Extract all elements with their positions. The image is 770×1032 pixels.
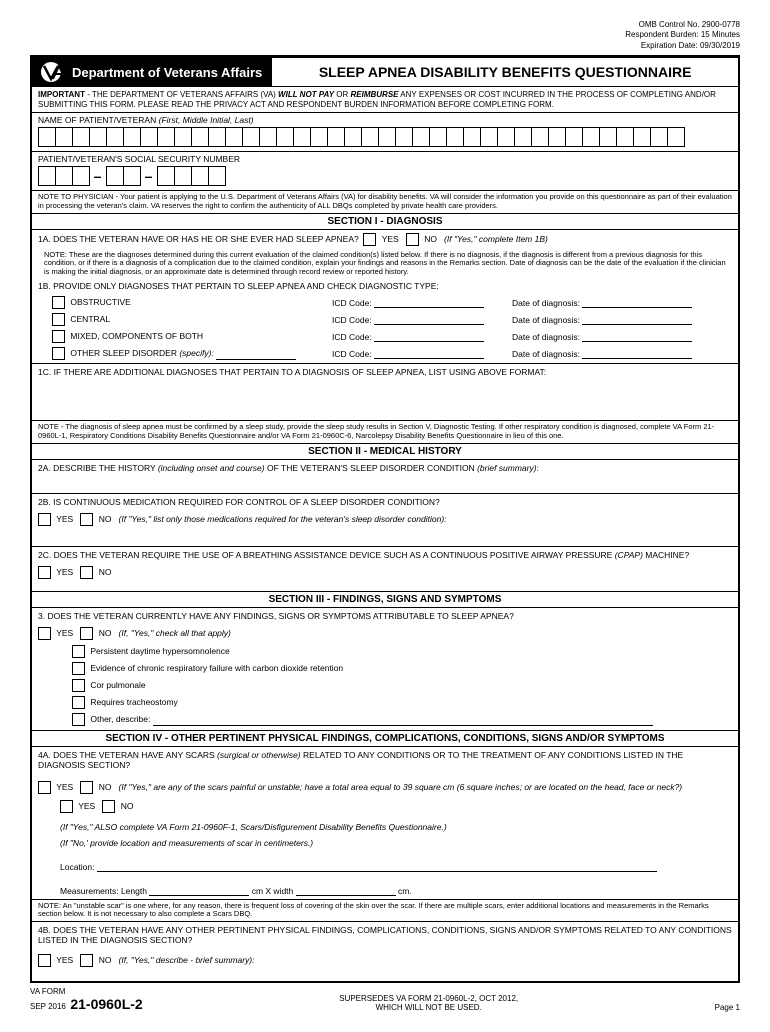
q4b-no-checkbox[interactable]	[80, 954, 93, 967]
width-input[interactable]	[296, 885, 396, 896]
diag-mixed: MIXED, COMPONENTS OF BOTH ICD Code: Date…	[32, 328, 738, 345]
date-input[interactable]	[582, 297, 692, 308]
omb-burden: Respondent Burden: 15 Minutes	[30, 30, 740, 40]
mixed-checkbox[interactable]	[52, 330, 65, 343]
ssn-char-box[interactable]	[38, 166, 56, 186]
q4a-if-no: (If "No,' provide location and measureme…	[32, 835, 738, 851]
measurements-row: Measurements: Length cm X width cm.	[32, 875, 738, 900]
section1-note2: NOTE - The diagnosis of sleep apnea must…	[32, 421, 738, 443]
header-row: Department of Veterans Affairs SLEEP APN…	[32, 57, 738, 87]
q3-no-checkbox[interactable]	[80, 627, 93, 640]
obstructive-checkbox[interactable]	[52, 296, 65, 309]
q1c-space[interactable]	[32, 380, 738, 421]
important-label: IMPORTANT	[38, 90, 85, 99]
name-label: NAME OF PATIENT/VETERAN (First, Middle I…	[32, 113, 738, 125]
q2b-label: 2B. IS CONTINUOUS MEDICATION REQUIRED FO…	[32, 494, 738, 510]
va-logo: Department of Veterans Affairs	[32, 57, 270, 87]
icd-input[interactable]	[374, 297, 484, 308]
dept-name: Department of Veterans Affairs	[72, 65, 262, 80]
q3-yn: YES NO (If, "Yes," check all that apply)	[32, 624, 738, 643]
symptom-3: Cor pulmonale	[32, 677, 738, 694]
q4a-label: 4A. DOES THE VETERAN HAVE ANY SCARS (sur…	[32, 747, 738, 773]
q2a-row: 2A. DESCRIBE THE HISTORY (including onse…	[32, 460, 738, 494]
footer-center: SUPERSEDES VA FORM 21-0960L-2, OCT 2012,…	[143, 994, 715, 1012]
s4-checkbox[interactable]	[72, 696, 85, 709]
ssn-dash: –	[92, 168, 104, 184]
q2b-yn: YES NO (If "Yes," list only those medica…	[32, 510, 738, 547]
central-checkbox[interactable]	[52, 313, 65, 326]
ssn-label: PATIENT/VETERAN'S SOCIAL SECURITY NUMBER	[32, 152, 738, 164]
page-number: Page 1	[715, 1003, 740, 1012]
q4a-sub-yes-checkbox[interactable]	[60, 800, 73, 813]
s1-checkbox[interactable]	[72, 645, 85, 658]
va-seal-icon	[40, 61, 66, 83]
q2b-no-checkbox[interactable]	[80, 513, 93, 526]
omb-info: OMB Control No. 2900-0778 Respondent Bur…	[30, 20, 740, 51]
symptom-1: Persistent daytime hypersomnolence	[32, 643, 738, 660]
s5-checkbox[interactable]	[72, 713, 85, 726]
note-physician: NOTE TO PHYSICIAN - Your patient is appl…	[32, 191, 738, 213]
s3-checkbox[interactable]	[72, 679, 85, 692]
section4-header: SECTION IV - OTHER PERTINENT PHYSICAL FI…	[32, 731, 738, 747]
q2c-yes-checkbox[interactable]	[38, 566, 51, 579]
section3-header: SECTION III - FINDINGS, SIGNS AND SYMPTO…	[32, 592, 738, 608]
other-checkbox[interactable]	[52, 347, 65, 360]
q3-label: 3. DOES THE VETERAN CURRENTLY HAVE ANY F…	[32, 608, 738, 624]
q4a-sub-no-checkbox[interactable]	[102, 800, 115, 813]
q2c-yn: YES NO	[32, 563, 738, 592]
omb-control: OMB Control No. 2900-0778	[30, 20, 740, 30]
q2b-yes-checkbox[interactable]	[38, 513, 51, 526]
q3-yes-checkbox[interactable]	[38, 627, 51, 640]
name-char-box[interactable]	[38, 127, 56, 147]
q4b-yn: YES NO (If, "Yes," describe - brief summ…	[32, 948, 738, 981]
form-number: 21-0960L-2	[70, 996, 142, 1012]
q4a-yn: YES NO (If "Yes," are any of the scars p…	[32, 773, 738, 797]
important-box: IMPORTANT - THE DEPARTMENT OF VETERANS A…	[32, 87, 738, 113]
q1a-note: NOTE: These are the diagnoses determined…	[32, 249, 738, 279]
location-row: Location:	[32, 851, 738, 875]
q1a-no-checkbox[interactable]	[406, 233, 419, 246]
q4a-no-checkbox[interactable]	[80, 781, 93, 794]
section4-note: NOTE: An "unstable scar" is one where, f…	[32, 900, 738, 922]
q4b-yes-checkbox[interactable]	[38, 954, 51, 967]
q1a-yes-checkbox[interactable]	[363, 233, 376, 246]
q1c-label: 1C. IF THERE ARE ADDITIONAL DIAGNOSES TH…	[32, 364, 738, 380]
name-input-row	[32, 125, 738, 152]
diag-other: OTHER SLEEP DISORDER (specify): ICD Code…	[32, 345, 738, 364]
omb-expiration: Expiration Date: 09/30/2019	[30, 41, 740, 51]
symptom-4: Requires tracheostomy	[32, 694, 738, 711]
q4a-if-yes: (If "Yes," ALSO complete VA Form 21-0960…	[32, 816, 738, 835]
q4b-label: 4B. DOES THE VETERAN HAVE ANY OTHER PERT…	[32, 922, 738, 948]
q4a-sub-yn: YES NO	[32, 797, 738, 816]
symptom-2: Evidence of chronic respiratory failure …	[32, 660, 738, 677]
diag-central: CENTRAL ICD Code: Date of diagnosis:	[32, 311, 738, 328]
footer: VA FORM SEP 2016 21-0960L-2 SUPERSEDES V…	[30, 987, 740, 1012]
q2c-no-checkbox[interactable]	[80, 566, 93, 579]
other-describe-input[interactable]	[153, 715, 653, 726]
ssn-input-row: – –	[32, 164, 738, 191]
q1a-row: 1A. DOES THE VETERAN HAVE OR HAS HE OR S…	[32, 230, 738, 249]
symptom-5: Other, describe:	[32, 711, 738, 731]
q2c-label: 2C. DOES THE VETERAN REQUIRE THE USE OF …	[32, 547, 738, 563]
section1-header: SECTION I - DIAGNOSIS	[32, 214, 738, 230]
location-input[interactable]	[97, 861, 657, 872]
section2-header: SECTION II - MEDICAL HISTORY	[32, 444, 738, 460]
length-input[interactable]	[149, 885, 249, 896]
q1b-label: 1B. PROVIDE ONLY DIAGNOSES THAT PERTAIN …	[32, 278, 738, 294]
s2-checkbox[interactable]	[72, 662, 85, 675]
footer-left: VA FORM SEP 2016 21-0960L-2	[30, 987, 143, 1012]
form-container: Department of Veterans Affairs SLEEP APN…	[30, 55, 740, 983]
diag-obstructive: OBSTRUCTIVE ICD Code: Date of diagnosis:	[32, 294, 738, 311]
form-title: SLEEP APNEA DISABILITY BENEFITS QUESTION…	[270, 58, 738, 86]
q4a-yes-checkbox[interactable]	[38, 781, 51, 794]
